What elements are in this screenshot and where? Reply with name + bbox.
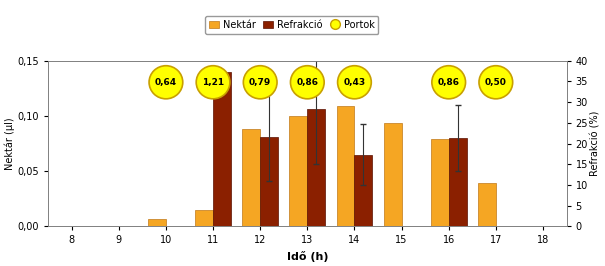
Bar — [260, 137, 278, 226]
Y-axis label: Nektár (μl): Nektár (μl) — [4, 117, 15, 170]
Y-axis label: Refrakció (%): Refrakció (%) — [591, 111, 601, 176]
Bar — [213, 72, 231, 226]
Text: 0,50: 0,50 — [485, 78, 507, 87]
Bar — [449, 138, 466, 226]
Ellipse shape — [243, 66, 277, 99]
Ellipse shape — [338, 66, 371, 99]
Ellipse shape — [196, 66, 230, 99]
Text: 0,86: 0,86 — [296, 78, 318, 87]
Bar — [289, 116, 307, 226]
Ellipse shape — [149, 66, 183, 99]
Ellipse shape — [290, 66, 324, 99]
Legend: Nektár, Refrakció, Portok: Nektár, Refrakció, Portok — [205, 16, 379, 34]
Bar — [431, 139, 449, 226]
Text: 0,64: 0,64 — [155, 78, 177, 87]
Bar — [242, 129, 260, 226]
Text: 0,86: 0,86 — [437, 78, 460, 87]
Bar — [384, 123, 402, 226]
Bar — [355, 155, 372, 226]
Text: 1,21: 1,21 — [202, 78, 224, 87]
Bar — [336, 106, 355, 226]
Text: 0,79: 0,79 — [249, 78, 271, 87]
Bar — [478, 183, 496, 226]
Ellipse shape — [479, 66, 512, 99]
Ellipse shape — [432, 66, 466, 99]
Text: 0,43: 0,43 — [344, 78, 365, 87]
Bar — [148, 219, 166, 226]
Bar — [307, 109, 325, 226]
Bar — [195, 210, 213, 226]
X-axis label: Idő (h): Idő (h) — [287, 251, 328, 262]
